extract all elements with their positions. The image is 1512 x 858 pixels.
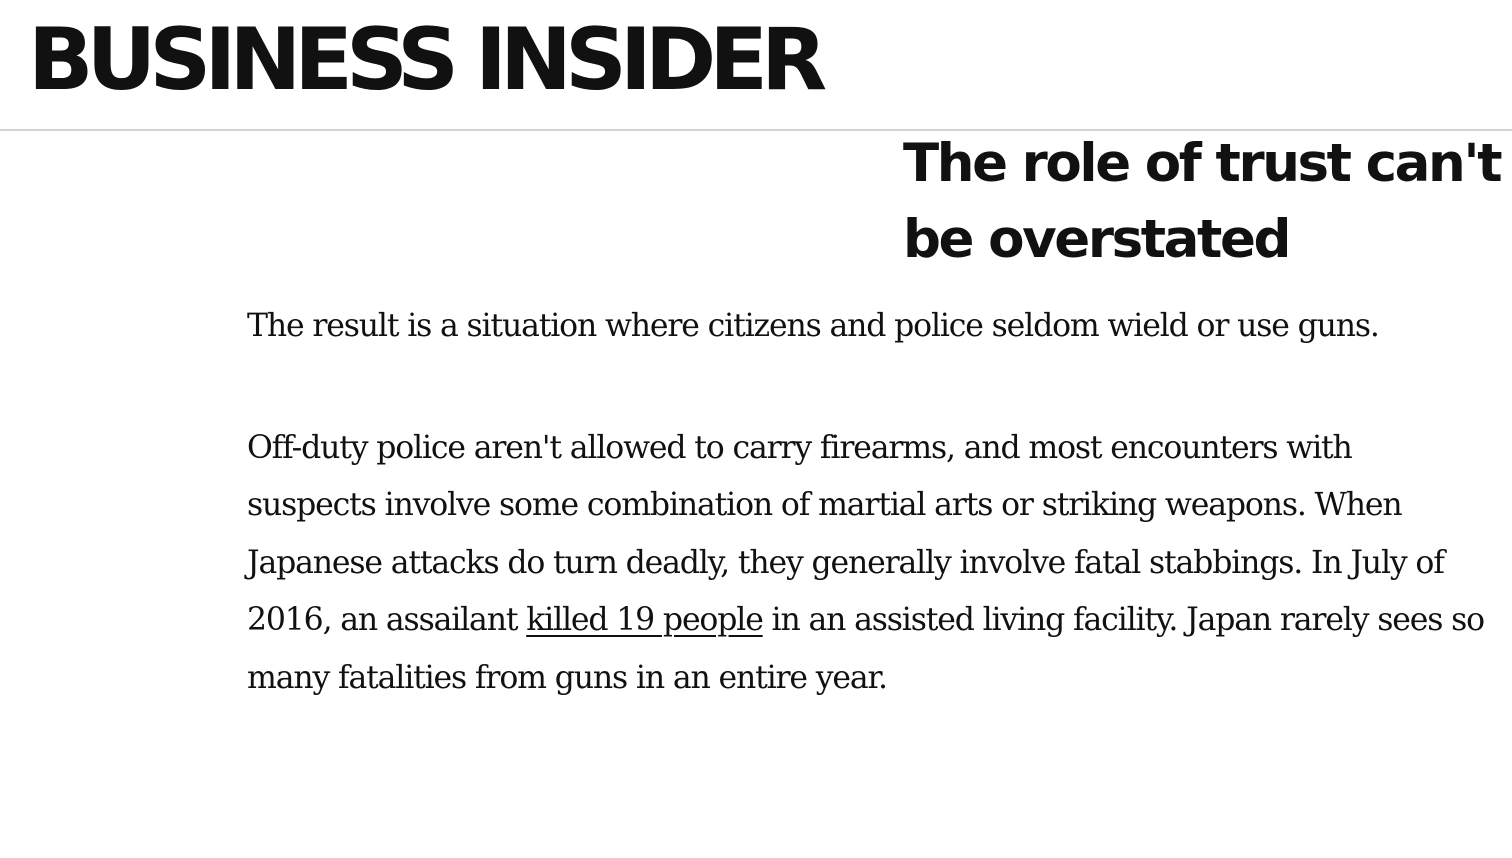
killed-19-people-link[interactable]: killed 19 people <box>526 602 764 638</box>
paragraph-text: in an assisted living facility. Japan ra… <box>247 602 1485 696</box>
article-paragraph: The result is a situation where citizens… <box>247 308 1380 344</box>
article-body: The result is a situation where citizens… <box>247 298 1487 771</box>
paragraph-text: Off-duty police aren't allowed to carry … <box>247 429 1445 639</box>
section-headline: The role of trust can't be overstated <box>903 133 1503 270</box>
article-paragraph: Off-duty police aren't allowed to carry … <box>247 420 1487 708</box>
site-header: BUSINESS INSIDER <box>0 0 1512 131</box>
business-insider-logo[interactable]: BUSINESS INSIDER <box>28 10 827 110</box>
